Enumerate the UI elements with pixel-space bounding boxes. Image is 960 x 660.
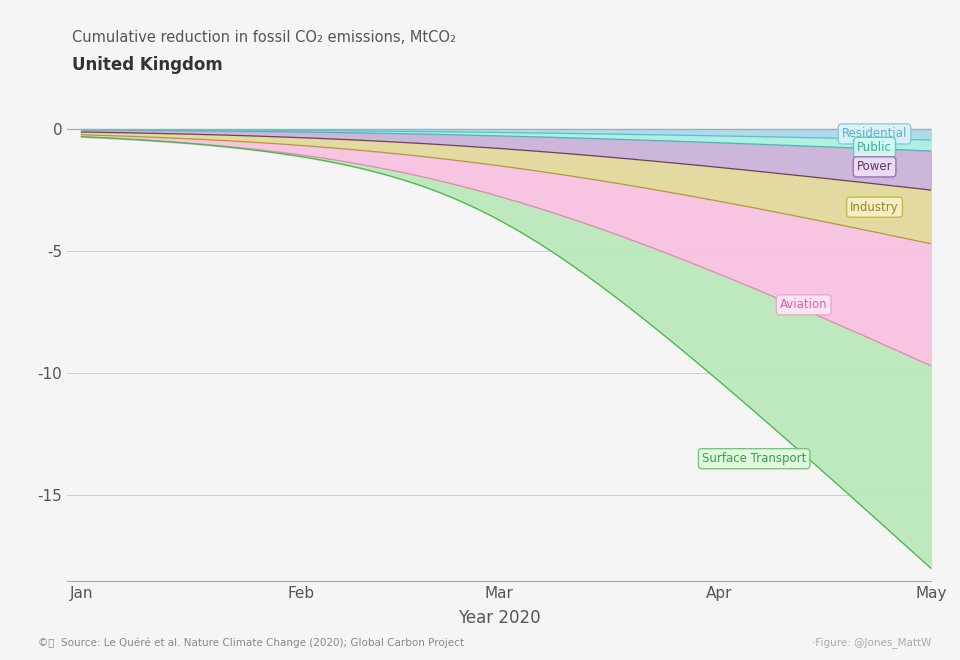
Text: Surface Transport: Surface Transport <box>702 452 806 465</box>
Text: Aviation: Aviation <box>780 298 828 312</box>
Text: Residential: Residential <box>842 127 907 141</box>
Text: Power: Power <box>856 160 893 174</box>
Text: Public: Public <box>857 141 892 154</box>
Text: Industry: Industry <box>851 201 899 214</box>
Text: Cumulative reduction in fossil CO₂ emissions, MtCO₂: Cumulative reduction in fossil CO₂ emiss… <box>72 30 456 45</box>
Text: ©ⓘ  Source: Le Quéré et al. Nature Climate Change (2020); Global Carbon Project: ©ⓘ Source: Le Quéré et al. Nature Climat… <box>38 638 465 648</box>
Text: United Kingdom: United Kingdom <box>72 56 223 74</box>
Text: ·Figure: @Jones_MattW: ·Figure: @Jones_MattW <box>812 637 931 648</box>
X-axis label: Year 2020: Year 2020 <box>458 609 540 627</box>
